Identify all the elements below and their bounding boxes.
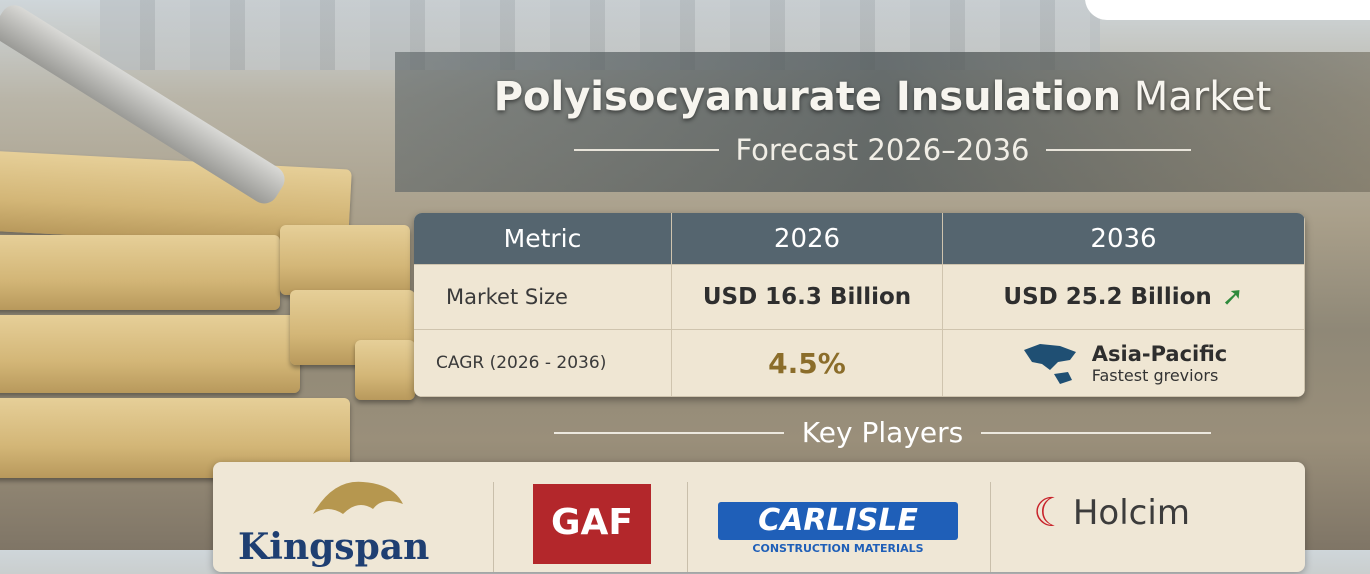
carlisle-logo: CARLISLE CONSTRUCTION MATERIALS <box>718 502 958 555</box>
insulation-boards-illustration <box>0 140 420 500</box>
logos-panel: Kingspan GAF CARLISLE CONSTRUCTION MATER… <box>213 462 1305 572</box>
header-2026: 2026 <box>672 213 943 265</box>
gaf-logo: GAF <box>533 484 651 564</box>
lion-icon <box>313 481 403 514</box>
region-note: Fastest greviors <box>1091 365 1219 385</box>
market-size-2036: USD 25.2 Billion <box>1003 284 1212 310</box>
holcim-mark-icon: ☾ <box>1033 490 1069 536</box>
metric-market-size: Market Size <box>414 265 672 330</box>
key-players-title: Key Players <box>801 416 964 449</box>
subtitle: Forecast 2026–2036 <box>395 133 1370 167</box>
header-2036: 2036 <box>943 213 1305 265</box>
cagr-value: 4.5% <box>672 330 943 397</box>
key-players-heading: Key Players <box>395 416 1370 449</box>
header-metric: Metric <box>414 213 672 265</box>
holcim-logo: ☾ Holcim <box>1033 490 1190 536</box>
title-band <box>395 52 1370 192</box>
title-light: Market <box>1133 74 1272 120</box>
market-size-2026: USD 16.3 Billion <box>672 265 943 330</box>
up-arrow-icon: ➚ <box>1221 282 1244 312</box>
metrics-table: Metric 2026 2036 Market Size USD 16.3 Bi… <box>414 213 1305 397</box>
page-title: Polyisocyanurate Insulation Market <box>395 74 1370 120</box>
region-cell: Asia-Pacific Fastest greviors <box>943 330 1305 397</box>
kingspan-logo: Kingspan <box>238 474 458 574</box>
top-corner-card <box>1085 0 1370 20</box>
title-bold: Polyisocyanurate Insulation <box>493 74 1122 120</box>
metric-cagr: CAGR (2026 - 2036) <box>414 330 672 397</box>
subtitle-text: Forecast 2026–2036 <box>735 133 1030 167</box>
asia-pacific-map-icon <box>1023 344 1076 384</box>
region-name: Asia-Pacific <box>1091 341 1228 366</box>
market-size-2036-cell: USD 25.2 Billion ➚ <box>943 265 1305 330</box>
